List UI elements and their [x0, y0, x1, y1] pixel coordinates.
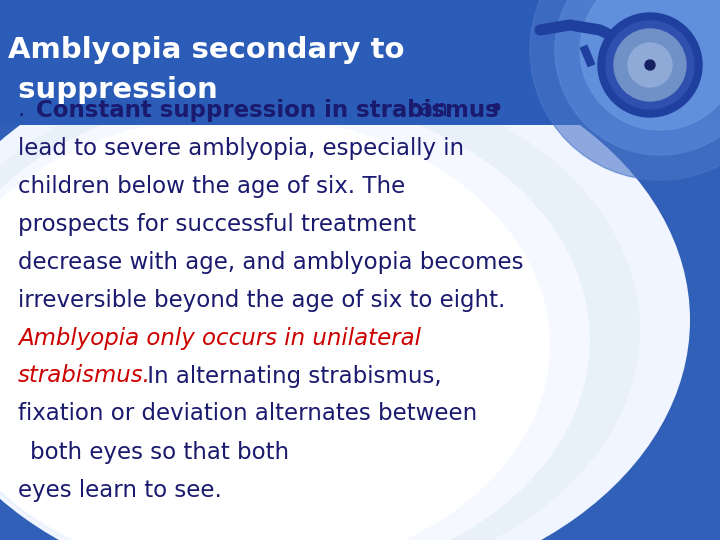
Text: prospects for successful treatment: prospects for successful treatment: [18, 213, 416, 235]
Text: •: •: [488, 97, 503, 123]
Text: .: .: [18, 98, 25, 122]
Text: Constant suppression in strabismus: Constant suppression in strabismus: [36, 98, 499, 122]
Circle shape: [555, 0, 720, 155]
Ellipse shape: [0, 95, 590, 540]
Circle shape: [614, 29, 686, 101]
Text: Amblyopia only occurs in unilateral: Amblyopia only occurs in unilateral: [18, 327, 421, 349]
Text: both eyes so that both: both eyes so that both: [30, 441, 289, 463]
Text: Amblyopia secondary to: Amblyopia secondary to: [8, 36, 405, 64]
Ellipse shape: [0, 40, 690, 540]
Ellipse shape: [0, 70, 640, 540]
Text: irreversible beyond the age of six to eight.: irreversible beyond the age of six to ei…: [18, 288, 505, 312]
Circle shape: [530, 0, 720, 180]
Circle shape: [628, 43, 672, 87]
Circle shape: [580, 0, 720, 130]
Text: eyes learn to see.: eyes learn to see.: [18, 478, 222, 502]
Bar: [0, 0, 720, 125]
Text: children below the age of six. The: children below the age of six. The: [18, 174, 405, 198]
Text: fixation or deviation alternates between: fixation or deviation alternates between: [18, 402, 477, 426]
Circle shape: [598, 13, 702, 117]
Text: can: can: [408, 98, 449, 122]
Circle shape: [645, 60, 655, 70]
Text: lead to severe amblyopia, especially in: lead to severe amblyopia, especially in: [18, 137, 464, 159]
Text: strabismus.: strabismus.: [18, 364, 151, 388]
Text: In alternating strabismus,: In alternating strabismus,: [140, 364, 441, 388]
Text: suppression: suppression: [8, 76, 217, 104]
Ellipse shape: [0, 115, 550, 540]
Circle shape: [606, 21, 694, 109]
Text: decrease with age, and amblyopia becomes: decrease with age, and amblyopia becomes: [18, 251, 523, 273]
